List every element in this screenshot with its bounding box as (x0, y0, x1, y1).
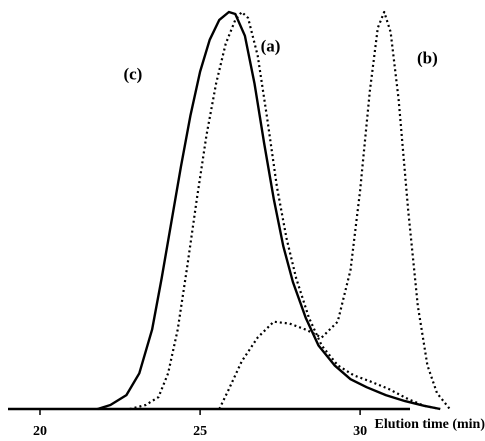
curve-label-2: (a) (261, 37, 281, 56)
x-ticks-layer: 20 25 30 (33, 409, 367, 439)
x-tick-label-2: 25 (193, 424, 207, 439)
curve-label-1: (c) (123, 65, 142, 84)
series-line-1 (97, 10, 441, 411)
curves-layer (97, 10, 451, 411)
x-axis-label: Elution time (min) (375, 417, 485, 432)
x-tick-label-3: 30 (353, 424, 367, 439)
series-line-3 (218, 10, 451, 410)
series-line-2 (129, 10, 441, 411)
x-tick-label-1: 20 (33, 424, 47, 439)
curve-labels-layer: (c) (a) (b) (123, 37, 437, 84)
curve-label-3: (b) (417, 49, 438, 68)
